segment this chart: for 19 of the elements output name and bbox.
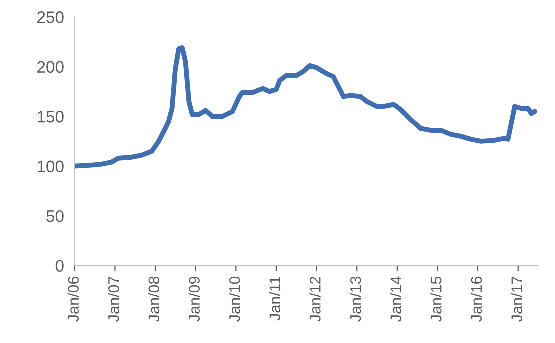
x-tick-label: Jan/07 [108,277,120,322]
y-tick-label: 100 [38,160,64,173]
y-tick-label: 200 [38,61,64,74]
x-tick-label: Jan/06 [68,276,80,322]
x-tick-label: Jan/11 [269,276,281,321]
x-tick-label: Jan/16 [470,276,482,322]
x-tick-label: Jan/08 [148,276,160,322]
x-tick-label: Jan/15 [430,276,442,322]
y-tick-label: 150 [38,111,64,123]
x-tick-label: Jan/13 [350,276,362,322]
y-tick-label: 0 [56,260,64,272]
x-tick-label: Jan/17 [511,277,522,322]
x-tick-label: Jan/09 [188,276,200,322]
y-tick-label: 50 [46,210,64,222]
line-series [74,46,538,169]
x-tick-label: Jan/10 [229,276,240,322]
x-tick-label: Jan/14 [390,276,402,322]
x-tick-label: Jan/12 [310,277,321,322]
y-tick-label: 250 [38,12,64,24]
